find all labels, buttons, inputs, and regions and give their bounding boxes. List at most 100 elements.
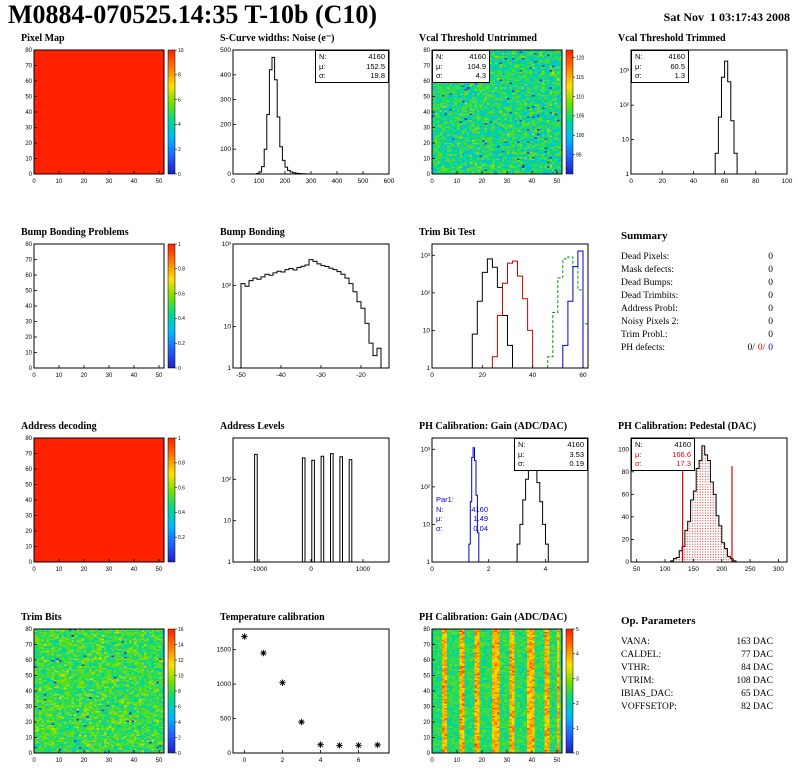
svg-text:300: 300 (220, 97, 231, 104)
trim-bits-plot: 0 10 20 30 40 50 0 10 20 30 40 50 60 70 80 0 2 4 6 8 10 12 14 1… (6, 625, 198, 767)
svg-text:0.6: 0.6 (178, 291, 185, 297)
svg-text:0: 0 (227, 750, 231, 757)
svg-text:0: 0 (430, 758, 434, 764)
summary-row: Dead Bumps: 0 (621, 277, 773, 290)
svg-text:4: 4 (319, 757, 323, 764)
svg-text:12: 12 (178, 658, 184, 664)
op-parameter-row: VTHR: 84 DAC (621, 662, 773, 675)
svg-text:300: 300 (773, 566, 784, 573)
svg-text:1: 1 (576, 726, 579, 732)
svg-text:50: 50 (156, 758, 163, 764)
stat-row: N: 4160 (436, 505, 488, 515)
svg-text:100: 100 (782, 178, 793, 185)
svg-text:6: 6 (178, 704, 181, 710)
svg-text:40: 40 (25, 304, 32, 310)
stat-key: N: (319, 52, 327, 61)
fit-par1-box: Par1: N: 4160 μ: 1.49 σ: 0.04 (436, 495, 488, 533)
svg-text:0: 0 (309, 566, 313, 573)
svg-text:0.2: 0.2 (178, 535, 185, 541)
ph-gain-map-plot: 0 10 20 30 40 50 0 10 20 30 40 50 60 70 80 0 1 2 3 4 5 (404, 625, 596, 767)
summary-value: 0 (768, 265, 773, 275)
summary-row: Dead Pixels: 0 (621, 251, 773, 264)
svg-text:-1000: -1000 (251, 566, 268, 573)
summary-label: Noisy Pixels 2: (621, 317, 680, 327)
ph-gain-map-svg: 0 10 20 30 40 50 0 10 20 30 40 50 60 70 80 0 1 2 3 4 5 (423, 627, 579, 764)
panel-title: Temperature calibration (220, 612, 325, 623)
stat-key: μ: (635, 61, 642, 71)
stat-row: μ: 3.53 (518, 450, 584, 460)
svg-text:80: 80 (622, 469, 630, 476)
svg-text:8: 8 (178, 689, 181, 695)
stat-value: 3.53 (569, 449, 584, 459)
stat-value: 1.3 (674, 71, 685, 80)
svg-text:0: 0 (430, 179, 434, 185)
svg-text:1: 1 (426, 559, 430, 566)
stat-row: N: 4160 (635, 52, 685, 62)
svg-text:4: 4 (178, 122, 181, 128)
panel-op-parameters: Op. Parameters VANA: 163 DAC CALDEL: 77 DA… (603, 612, 795, 770)
summary-row: Noisy Pixels 2: 0 (621, 316, 773, 329)
summary-label: Dead Bumps: (621, 278, 673, 288)
stats-box: N: 4160 μ: 152.5 σ: 19.8 (315, 50, 389, 83)
svg-text:30: 30 (106, 373, 113, 379)
svg-text:50: 50 (423, 95, 430, 101)
op-value: 163 DAC (736, 637, 773, 647)
trim-bits-heatmap (34, 629, 164, 753)
svg-text:8: 8 (178, 73, 181, 79)
stat-value: 4160 (471, 504, 488, 514)
op-value: 77 DAC (741, 650, 773, 660)
svg-text:10: 10 (423, 521, 431, 528)
svg-text:1500: 1500 (217, 647, 232, 654)
panel-ph-gain-hist: PH Calibration: Gain (ADC/DAC) 0 2 4 1 10 10²… (404, 421, 596, 579)
svg-text:100: 100 (618, 446, 629, 453)
stat-value: 104.9 (467, 61, 486, 71)
svg-text:80: 80 (423, 627, 430, 633)
svg-text:20: 20 (479, 372, 487, 379)
svg-text:40: 40 (529, 758, 536, 764)
svg-text:80: 80 (25, 48, 32, 54)
svg-text:20: 20 (81, 373, 88, 379)
svg-text:20: 20 (81, 179, 88, 185)
svg-text:1000: 1000 (217, 681, 232, 688)
svg-text:0: 0 (178, 172, 181, 178)
svg-text:40: 40 (25, 689, 32, 695)
op-value: 82 DAC (741, 702, 773, 712)
summary-row: Mask defects: 0 (621, 264, 773, 277)
svg-text:30: 30 (423, 705, 430, 711)
svg-text:40: 40 (622, 514, 630, 521)
svg-text:1: 1 (178, 436, 181, 442)
stat-value: 60.5 (670, 61, 685, 71)
svg-text:0: 0 (29, 751, 33, 757)
stat-key: N: (436, 52, 444, 61)
stat-row: σ: 0.19 (518, 459, 584, 469)
svg-text:4: 4 (178, 720, 181, 726)
svg-text:60: 60 (423, 658, 430, 664)
svg-text:0.4: 0.4 (178, 316, 185, 322)
svg-text:10: 10 (224, 324, 232, 331)
op-label: IBIAS_DAC: (621, 689, 674, 699)
address-levels-plot: -1000 0 1000 1 10 10² (205, 434, 397, 576)
svg-text:20: 20 (81, 567, 88, 573)
svg-text:14: 14 (178, 642, 184, 648)
timestamp: Sat Nov 1 03:17:43 2008 (663, 10, 790, 24)
svg-text:10: 10 (454, 758, 461, 764)
summary-value: 0 (768, 317, 773, 327)
svg-text:60: 60 (622, 491, 630, 498)
stat-value: 4160 (668, 52, 685, 61)
bump-bonding-svg: -50 -40 -30 -20 1 10 10² 10³ (222, 241, 390, 379)
svg-text:0: 0 (32, 567, 36, 573)
op-label: VOFFSETOP: (621, 702, 677, 712)
panel-pixel-map: Pixel Map 0 10 20 30 40 50 0 10 20 30 40 50 60 70 80 0 2… (6, 33, 198, 191)
svg-text:1000: 1000 (356, 566, 371, 573)
svg-text:10: 10 (25, 351, 32, 357)
temperature-calibration-plot: 0 2 4 6 0 500 1000 1500 (205, 625, 397, 767)
svg-text:1: 1 (227, 365, 231, 372)
svg-text:500: 500 (358, 178, 369, 185)
svg-text:0.8: 0.8 (178, 461, 185, 467)
svg-text:200: 200 (280, 178, 291, 185)
svg-text:0.6: 0.6 (178, 485, 185, 491)
svg-text:-50: -50 (236, 372, 246, 379)
summary-title: Summary (621, 230, 668, 242)
svg-text:250: 250 (745, 566, 756, 573)
